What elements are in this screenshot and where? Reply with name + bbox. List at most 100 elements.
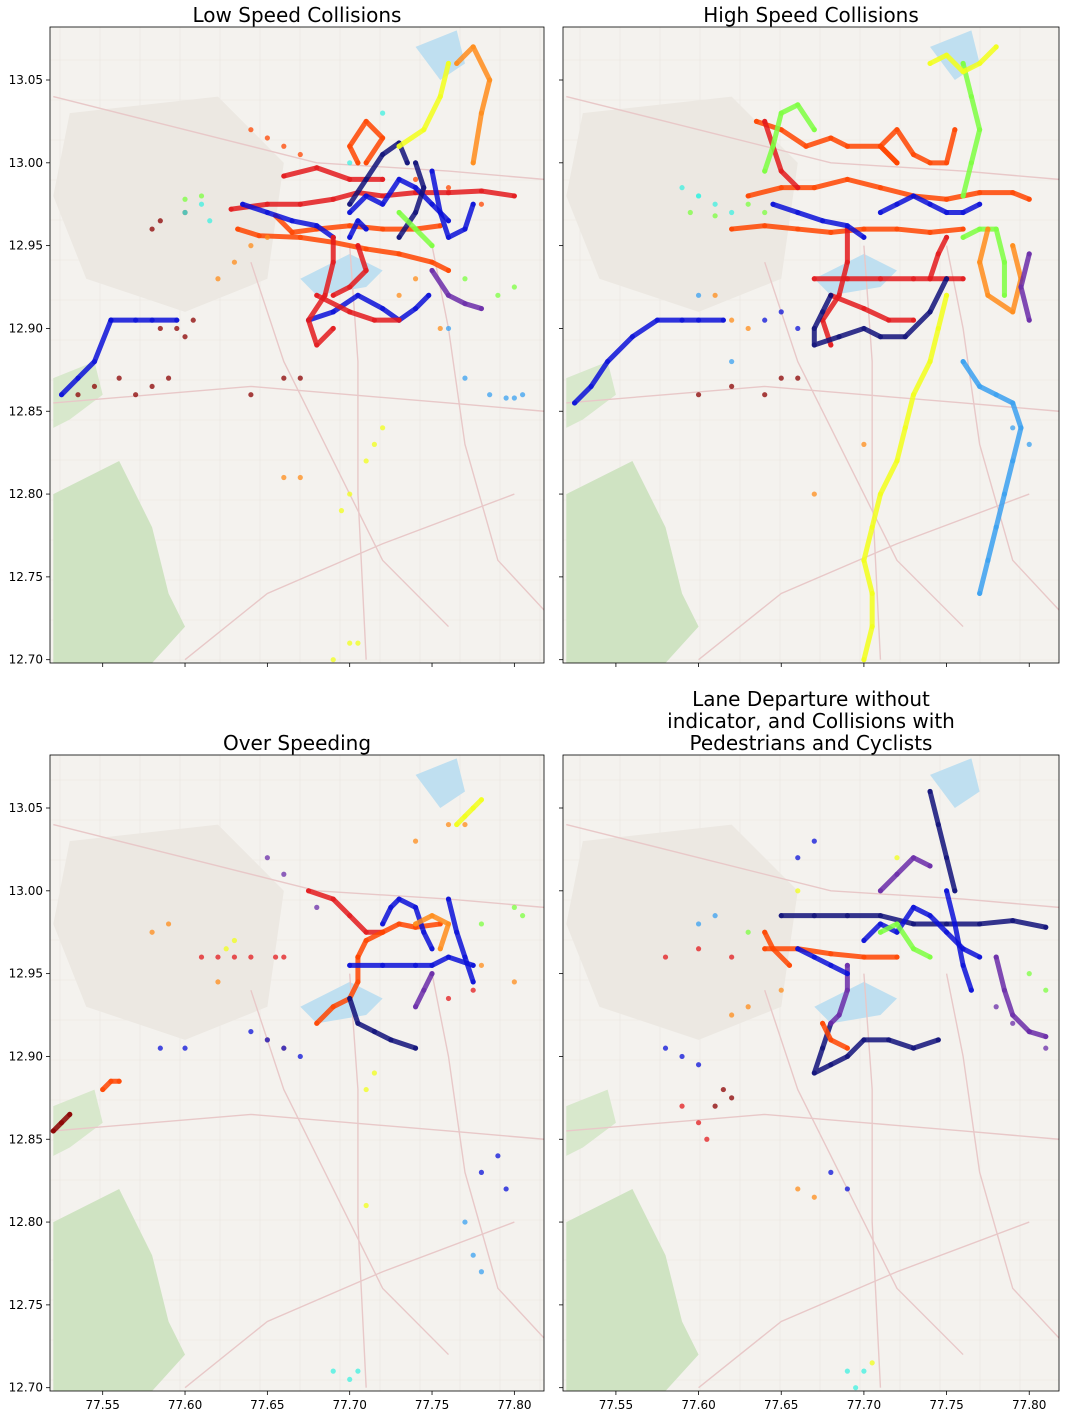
data-point	[720, 1086, 726, 1093]
track-green	[877, 921, 933, 960]
data-point	[470, 201, 476, 207]
data-point	[396, 317, 402, 323]
data-point	[861, 657, 867, 663]
data-point	[503, 395, 509, 401]
data-point	[347, 160, 353, 166]
data-point	[877, 143, 884, 149]
data-point	[943, 209, 950, 216]
data-point	[429, 243, 435, 249]
data-point	[240, 201, 246, 207]
data-point	[429, 962, 435, 968]
data-point	[935, 1037, 941, 1043]
data-point	[133, 392, 139, 398]
track-blue	[347, 954, 476, 968]
data-point	[894, 458, 900, 464]
data-point	[927, 863, 933, 869]
data-point	[977, 226, 983, 232]
data-point	[1043, 1045, 1049, 1051]
data-point	[396, 251, 402, 257]
data-point	[828, 951, 834, 957]
data-point	[1026, 196, 1032, 202]
data-point	[985, 292, 991, 298]
data-point	[380, 425, 386, 431]
y-tick-label: 12.70	[9, 653, 43, 667]
data-point	[388, 1037, 394, 1043]
data-point	[462, 226, 468, 232]
data-point	[264, 209, 270, 216]
data-point	[478, 201, 485, 207]
data-point	[297, 234, 303, 240]
data-point	[388, 904, 394, 910]
data-point	[844, 913, 850, 919]
data-point	[363, 267, 369, 274]
subplot-title-low-speed: Low Speed Collisions	[192, 3, 402, 27]
data-point	[347, 309, 353, 315]
data-point	[421, 127, 427, 133]
data-point	[712, 213, 718, 219]
map-road	[566, 95, 1059, 181]
track-navy	[811, 276, 950, 348]
data-point	[927, 358, 933, 365]
data-point	[695, 193, 702, 199]
data-point	[935, 325, 941, 332]
data-point	[330, 325, 336, 332]
data-point	[330, 657, 336, 663]
data-point	[943, 855, 950, 861]
data-point	[330, 259, 336, 265]
data-point	[770, 946, 776, 952]
data-point	[338, 508, 345, 514]
data-point	[894, 921, 900, 927]
data-point	[437, 946, 443, 952]
data-point	[478, 110, 485, 116]
data-point	[861, 954, 867, 960]
data-point	[412, 176, 419, 182]
data-point	[762, 392, 768, 398]
data-point	[437, 93, 443, 100]
data-point	[371, 317, 377, 323]
data-point	[960, 962, 966, 968]
data-point	[902, 425, 908, 431]
data-point	[347, 234, 353, 240]
data-point	[58, 392, 65, 398]
data-point	[819, 218, 826, 224]
data-point	[795, 325, 801, 332]
data-point	[198, 201, 205, 207]
data-point	[861, 234, 867, 240]
data-point	[371, 1028, 377, 1035]
park-area	[566, 1089, 616, 1156]
data-point	[462, 276, 468, 282]
data-point	[223, 946, 229, 952]
data-point	[412, 160, 419, 166]
data-point	[1010, 1012, 1016, 1018]
data-point	[281, 173, 287, 179]
data-point	[264, 855, 270, 861]
data-point	[1026, 971, 1032, 977]
data-point	[828, 135, 834, 141]
data-point	[844, 1053, 850, 1060]
data-point	[662, 954, 669, 960]
data-point	[380, 193, 386, 199]
data-point	[347, 491, 353, 497]
data-point	[380, 135, 386, 141]
data-point	[811, 276, 817, 282]
data-point	[165, 921, 172, 927]
data-point	[478, 797, 485, 803]
data-point	[1026, 441, 1032, 447]
data-point	[371, 441, 377, 447]
data-point	[305, 888, 312, 894]
data-point	[828, 962, 834, 968]
scatter-layer	[662, 788, 1049, 1391]
track-red	[306, 234, 336, 348]
data-point	[355, 218, 361, 224]
data-point	[511, 193, 517, 199]
track-red	[314, 292, 402, 323]
data-point	[795, 1186, 801, 1192]
data-point	[935, 251, 941, 257]
data-point	[297, 1053, 303, 1060]
data-point	[828, 1037, 834, 1043]
data-point	[795, 888, 801, 894]
data-point	[811, 838, 817, 844]
data-point	[1010, 243, 1016, 249]
data-point	[819, 1045, 826, 1051]
